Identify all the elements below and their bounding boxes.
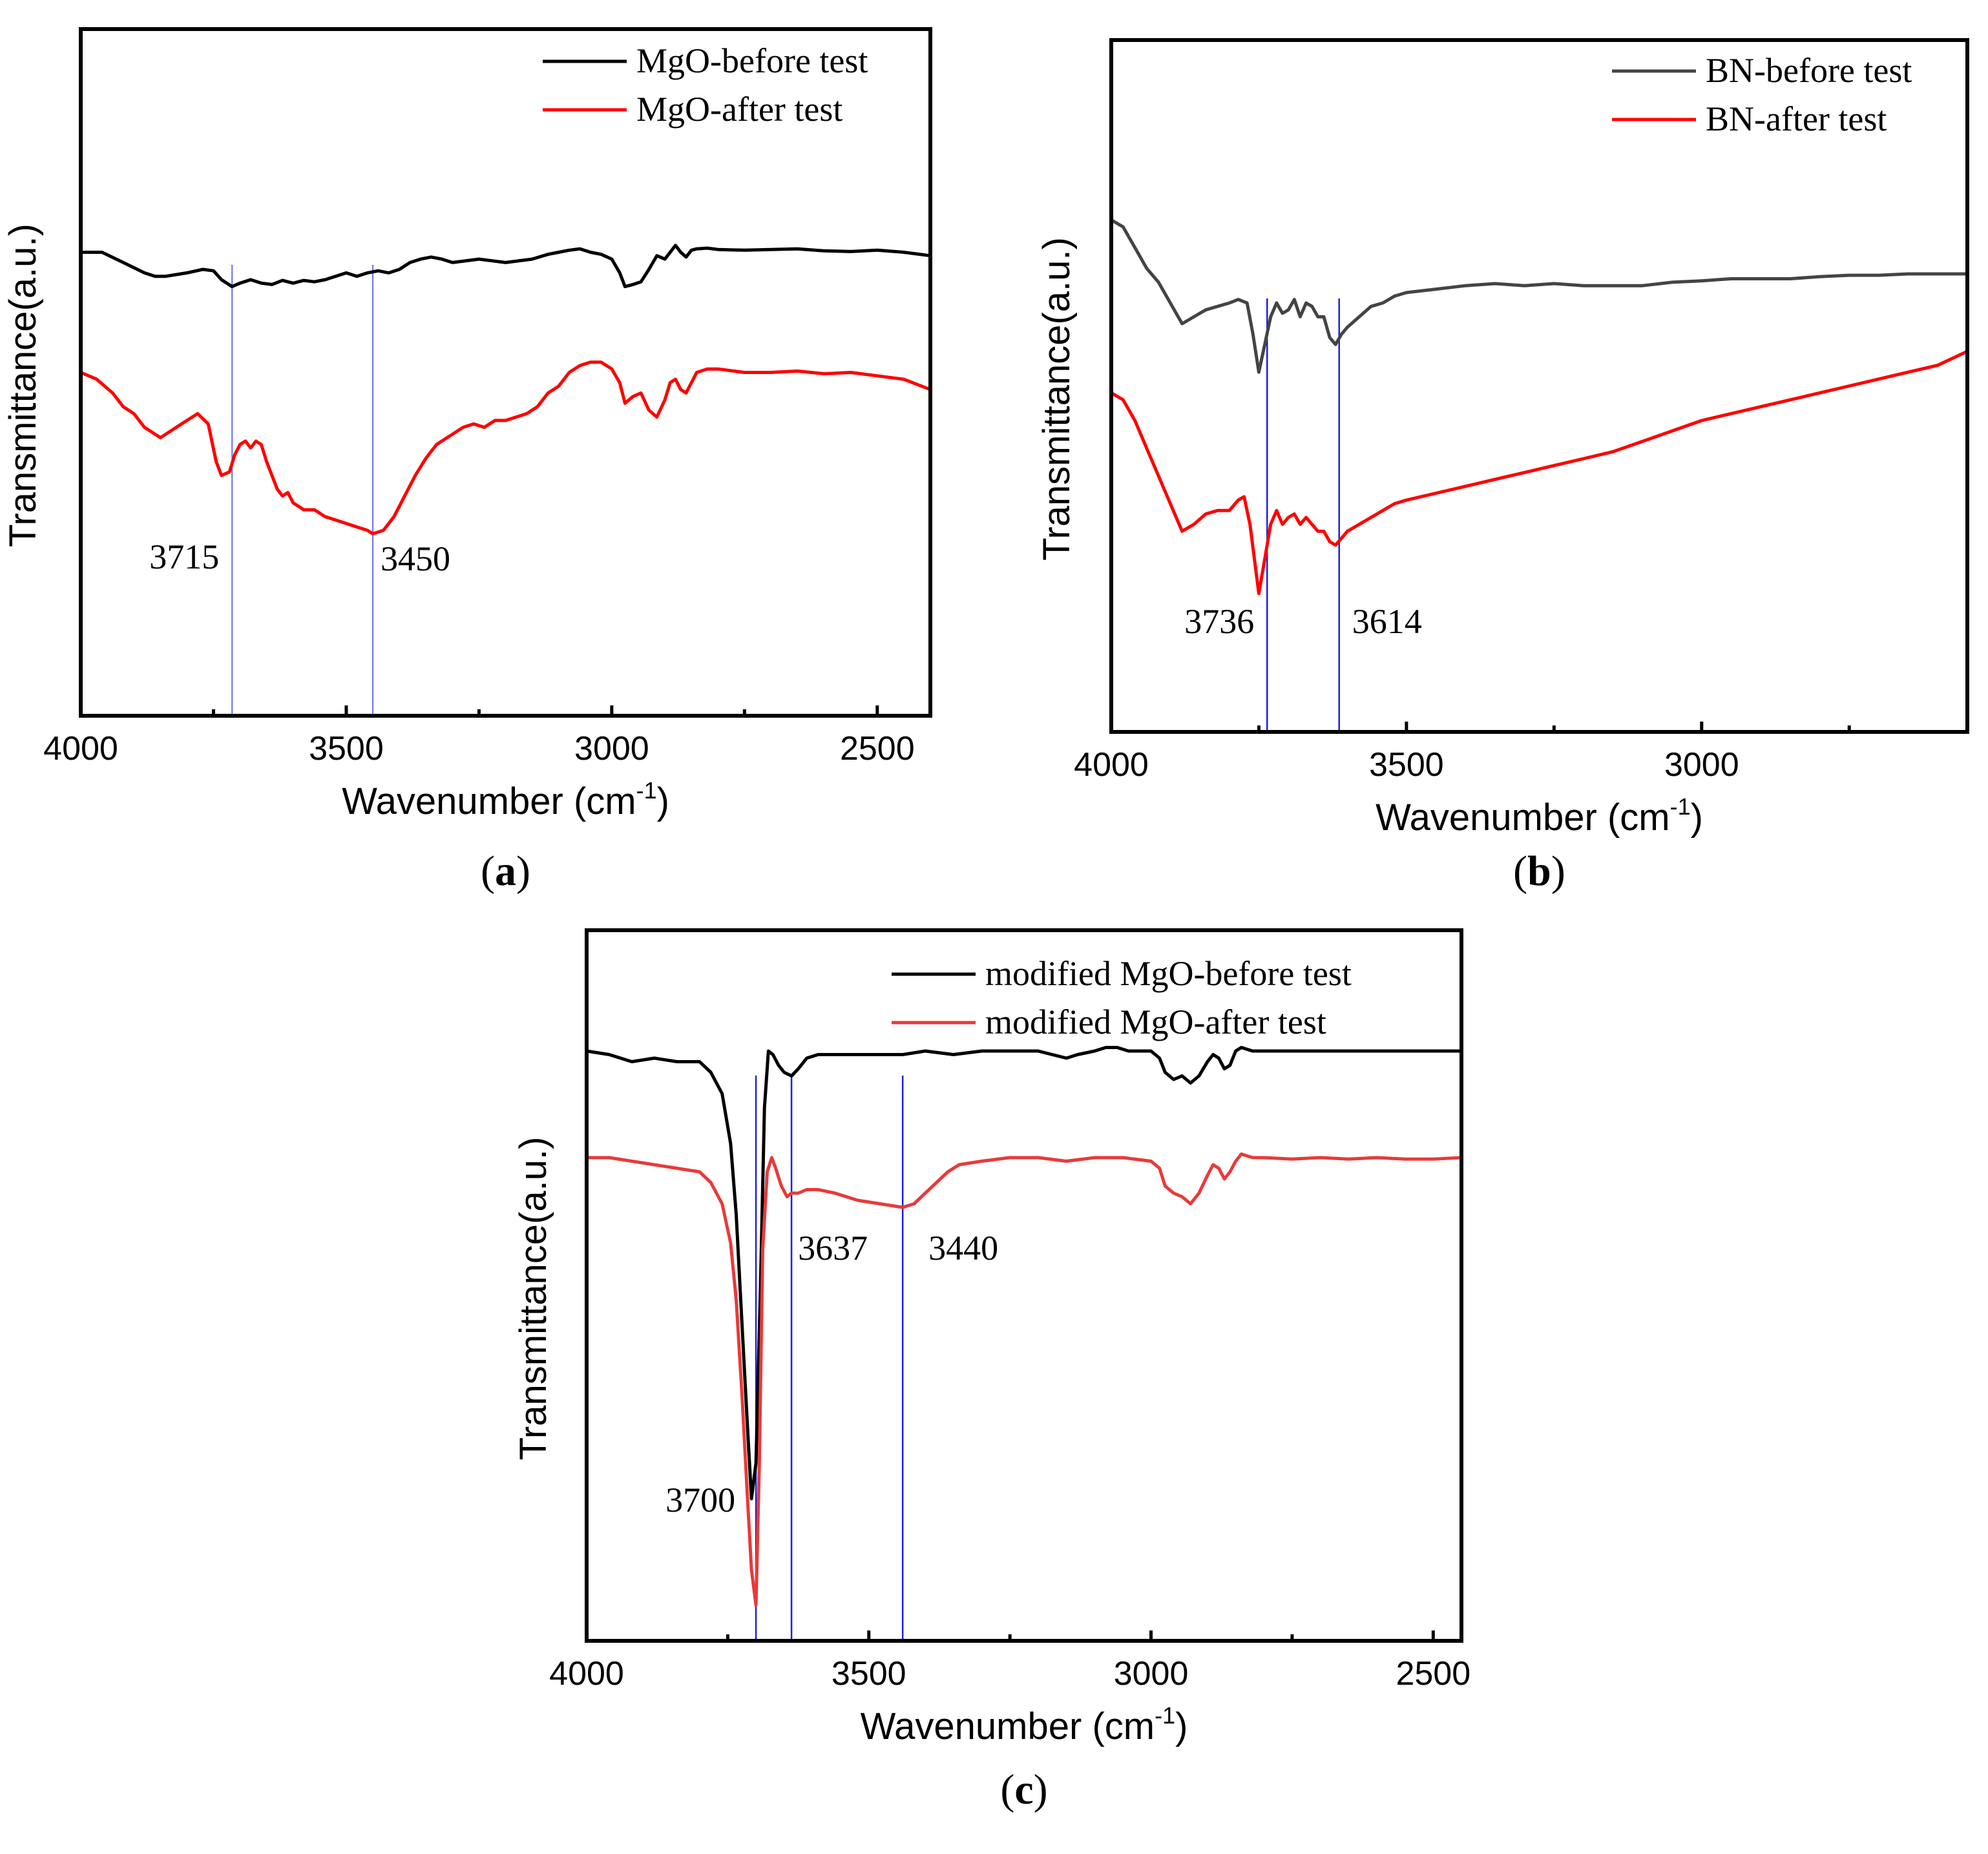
peak-label: 3450 — [381, 539, 450, 578]
x-tick-label: 3000 — [574, 730, 649, 767]
x-tick-label: 2500 — [1396, 1655, 1470, 1693]
series-line-1 — [585, 1046, 1463, 1501]
peak-label: 3715 — [149, 537, 219, 576]
x-tick-label: 4000 — [549, 1655, 624, 1693]
plot-frame — [585, 928, 1463, 1643]
panel-label: (c) — [1000, 1766, 1047, 1813]
x-tick-label: 3500 — [309, 730, 384, 767]
plot-frame — [1109, 38, 1969, 734]
peak-label: 3637 — [798, 1229, 868, 1267]
legend-label: modified MgO-before test — [985, 954, 1352, 993]
legend-label: MgO-before test — [636, 41, 868, 80]
legend-label: modified MgO-after test — [985, 1003, 1326, 1041]
x-tick-label: 3000 — [1664, 746, 1739, 784]
panel-b: 4000 3500 3000 Wavenumber (cm-1) Transmittan… — [1036, 38, 1969, 895]
x-tick-label: 3500 — [832, 1655, 906, 1693]
series-line-2 — [585, 1152, 1463, 1607]
x-axis-label: Wavenumber (cm-1) — [861, 1702, 1188, 1747]
y-axis-label: Transmittance(a.u.) — [512, 1137, 554, 1461]
y-axis-label: Transmittance(a.u.) — [2, 224, 44, 547]
peak-label: 3736 — [1184, 602, 1254, 641]
x-tick-label: 3500 — [1369, 746, 1444, 784]
x-tick-label: 2500 — [840, 730, 915, 767]
plot-frame — [79, 27, 932, 718]
legend-label: BN-before test — [1706, 51, 1912, 90]
x-axis-label: Wavenumber (cm-1) — [1376, 793, 1703, 838]
panel-c: 4000 3500 3000 2500 Wavenumber (cm-1) Transmi… — [512, 928, 1470, 1813]
panel-label: (b) — [1513, 848, 1565, 895]
x-axis-label: Wavenumber (cm-1) — [342, 777, 669, 822]
legend-label: MgO-after test — [636, 90, 842, 129]
legend-label: BN-after test — [1706, 99, 1887, 138]
y-axis-label: Transmittance(a.u.) — [1036, 237, 1078, 561]
series-line-2 — [1109, 349, 1969, 596]
x-tick-label: 4000 — [1074, 746, 1149, 784]
x-tick-label: 3000 — [1114, 1655, 1189, 1693]
series-line-2 — [79, 360, 932, 536]
peak-label: 3614 — [1352, 602, 1422, 641]
panel-label: (a) — [481, 848, 530, 895]
peak-label: 3440 — [928, 1229, 998, 1267]
panel-a: 4000 3500 3000 2500 Wavenumber (cm-1) Transmi… — [2, 27, 932, 895]
peak-label: 3700 — [665, 1481, 735, 1519]
x-tick-label: 4000 — [43, 730, 118, 767]
series-line-1 — [79, 244, 932, 289]
series-line-1 — [1109, 218, 1969, 374]
